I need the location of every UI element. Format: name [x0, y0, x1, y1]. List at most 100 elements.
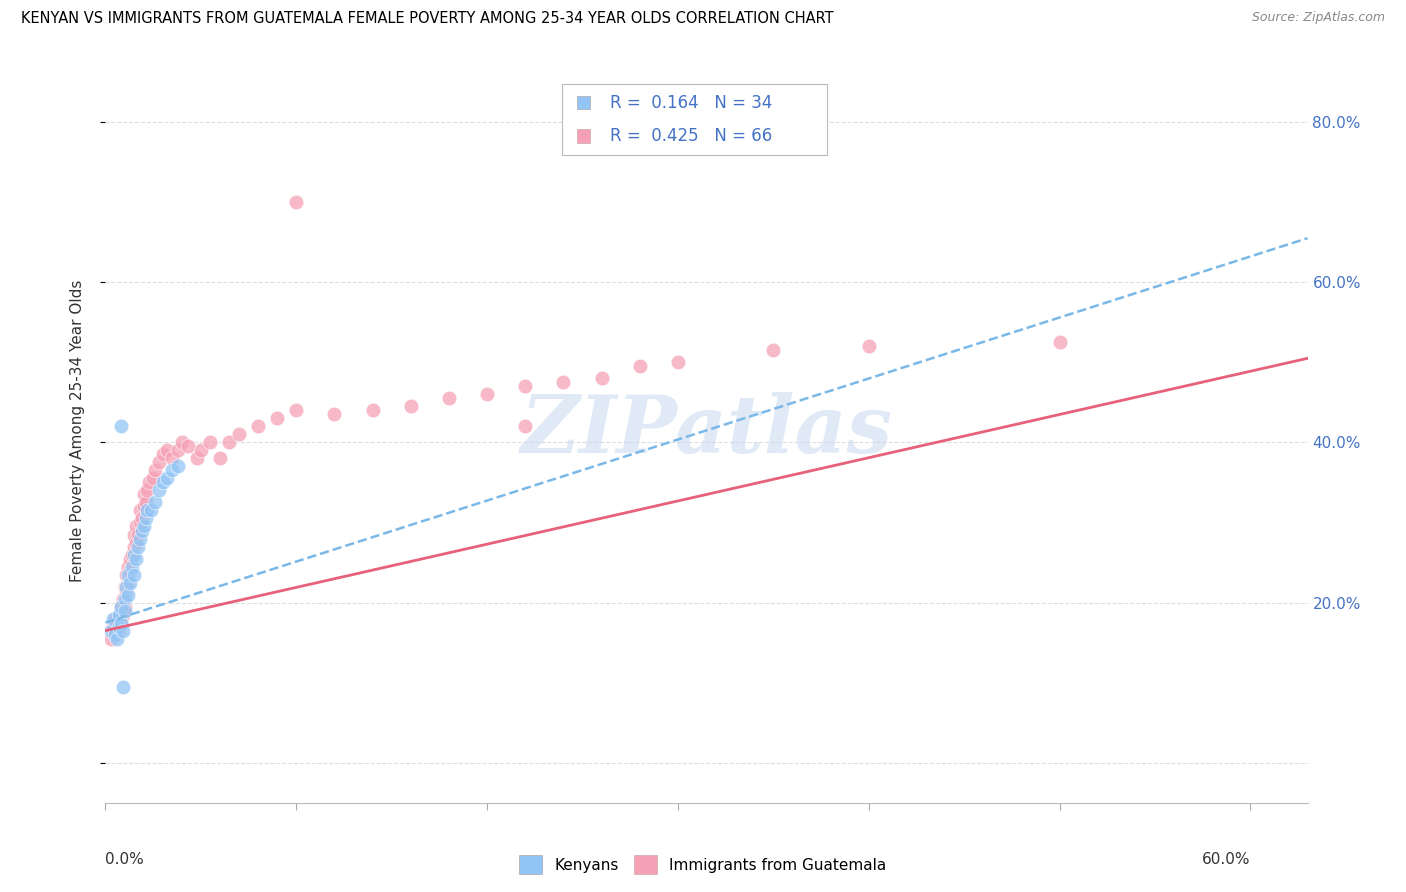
Bar — [576, 96, 589, 110]
Point — [101, 619, 124, 633]
Point — [152, 447, 174, 461]
Point — [666, 355, 689, 369]
Point — [200, 435, 222, 450]
Point — [114, 580, 136, 594]
Point — [125, 519, 148, 533]
Point — [285, 403, 308, 417]
Point — [104, 624, 127, 638]
Point — [104, 611, 127, 625]
Point — [120, 575, 142, 590]
Point — [101, 611, 124, 625]
Point — [176, 439, 198, 453]
Legend: Kenyans, Immigrants from Guatemala: Kenyans, Immigrants from Guatemala — [513, 849, 893, 880]
Point — [127, 527, 149, 541]
Point — [111, 607, 134, 622]
Text: Source: ZipAtlas.com: Source: ZipAtlas.com — [1251, 11, 1385, 24]
Point — [591, 371, 613, 385]
Point — [131, 511, 153, 525]
Point — [152, 475, 174, 490]
Point — [131, 524, 153, 538]
Point — [141, 503, 163, 517]
Point — [138, 475, 160, 490]
Point — [437, 392, 460, 406]
Point — [135, 511, 157, 525]
Point — [186, 451, 208, 466]
Point — [132, 500, 155, 514]
Point — [115, 583, 138, 598]
Point — [361, 403, 384, 417]
Point — [628, 359, 651, 374]
Point — [117, 559, 139, 574]
Point — [132, 487, 155, 501]
Point — [114, 604, 136, 618]
Point — [128, 503, 150, 517]
Point — [155, 471, 177, 485]
Point — [218, 435, 240, 450]
Point — [762, 343, 785, 358]
Point — [108, 619, 131, 633]
Point — [110, 599, 132, 614]
Point — [115, 567, 138, 582]
Point — [115, 580, 138, 594]
Point — [247, 419, 270, 434]
Point — [136, 503, 159, 517]
FancyBboxPatch shape — [562, 84, 827, 155]
Text: 0.0%: 0.0% — [105, 853, 145, 867]
Point — [105, 632, 128, 646]
Point — [105, 615, 128, 630]
Point — [111, 680, 134, 694]
Point — [108, 607, 131, 622]
Text: R =  0.425   N = 66: R = 0.425 N = 66 — [610, 128, 772, 145]
Point — [515, 419, 537, 434]
Point — [125, 551, 148, 566]
Point — [167, 459, 190, 474]
Point — [111, 591, 134, 606]
Point — [170, 435, 193, 450]
Point — [117, 567, 139, 582]
Point — [110, 419, 132, 434]
Point — [143, 463, 166, 477]
Point — [190, 443, 212, 458]
Point — [143, 495, 166, 509]
Point — [108, 624, 131, 638]
Point — [515, 379, 537, 393]
Point — [155, 443, 177, 458]
Point — [135, 495, 157, 509]
Point — [121, 548, 143, 562]
Point — [114, 599, 136, 614]
Point — [858, 339, 880, 353]
Point — [132, 519, 155, 533]
Point — [122, 527, 145, 541]
Point — [111, 624, 134, 638]
Point — [136, 483, 159, 498]
Point — [128, 516, 150, 530]
Point — [110, 615, 132, 630]
Point — [167, 443, 190, 458]
Point — [553, 376, 575, 390]
Point — [122, 540, 145, 554]
Point — [148, 455, 170, 469]
Point — [120, 551, 142, 566]
Point — [117, 575, 139, 590]
Point — [323, 408, 346, 422]
Point — [104, 627, 127, 641]
Point — [127, 540, 149, 554]
Point — [148, 483, 170, 498]
Point — [114, 591, 136, 606]
Text: ZIPatlas: ZIPatlas — [520, 392, 893, 469]
Point — [100, 624, 122, 638]
Point — [285, 195, 308, 210]
Point — [110, 599, 132, 614]
Text: R =  0.164   N = 34: R = 0.164 N = 34 — [610, 94, 773, 112]
Point — [399, 400, 422, 414]
Point — [122, 548, 145, 562]
Text: KENYAN VS IMMIGRANTS FROM GUATEMALA FEMALE POVERTY AMONG 25-34 YEAR OLDS CORRELA: KENYAN VS IMMIGRANTS FROM GUATEMALA FEMA… — [21, 11, 834, 26]
Point — [128, 532, 150, 546]
Point — [228, 427, 250, 442]
Point — [162, 463, 183, 477]
Point — [108, 607, 131, 622]
Point — [162, 451, 183, 466]
Point — [208, 451, 231, 466]
Point — [142, 471, 165, 485]
Point — [117, 588, 139, 602]
